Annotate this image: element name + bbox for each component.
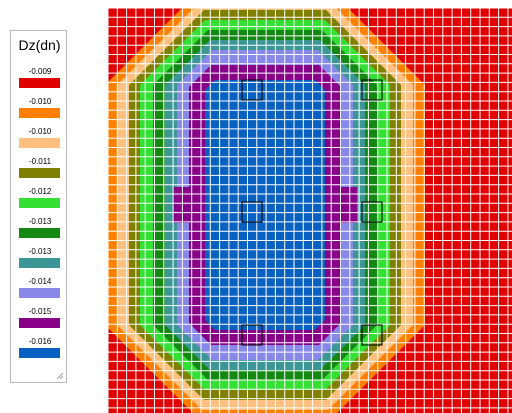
- legend-label: -0.013: [28, 217, 52, 226]
- resize-grip-icon[interactable]: [54, 370, 64, 380]
- support-top-left: [241, 79, 263, 101]
- contour-band: [333, 187, 357, 223]
- legend-label: -0.009: [28, 67, 52, 76]
- mesh-grid: [108, 8, 512, 413]
- supports: [241, 79, 383, 346]
- legend-label: -0.013: [28, 247, 52, 256]
- legend-swatch: [19, 198, 60, 208]
- legend-swatch: [19, 348, 60, 358]
- contour-plot-canvas: [108, 8, 512, 413]
- legend-label: -0.016: [28, 337, 52, 346]
- support-bottom-left: [241, 324, 263, 346]
- legend-swatch: [19, 78, 60, 88]
- legend-label: -0.012: [28, 187, 52, 196]
- legend-label: -0.010: [28, 127, 52, 136]
- legend-label: -0.010: [28, 97, 52, 106]
- legend-panel: Dz(dn) -0.009 -0.010 -0.010 -0.011 -0.01…: [10, 30, 67, 383]
- legend-title: Dz(dn): [18, 37, 61, 53]
- contour-plot: [108, 8, 512, 413]
- support-mid-left: [241, 201, 263, 223]
- legend-swatch: [19, 228, 60, 238]
- legend-label: -0.011: [28, 157, 52, 166]
- support-bottom-right: [361, 324, 383, 346]
- legend-swatch: [19, 108, 60, 118]
- legend-swatch: [19, 288, 60, 298]
- support-top-right: [361, 79, 383, 101]
- legend-label: -0.014: [28, 277, 52, 286]
- legend-swatch: [19, 138, 60, 148]
- legend-label: -0.015: [28, 307, 52, 316]
- contour-band: [173, 187, 197, 223]
- legend-swatch: [19, 168, 60, 178]
- legend-swatch: [19, 258, 60, 268]
- legend-swatch: [19, 318, 60, 328]
- support-mid-right: [361, 201, 383, 223]
